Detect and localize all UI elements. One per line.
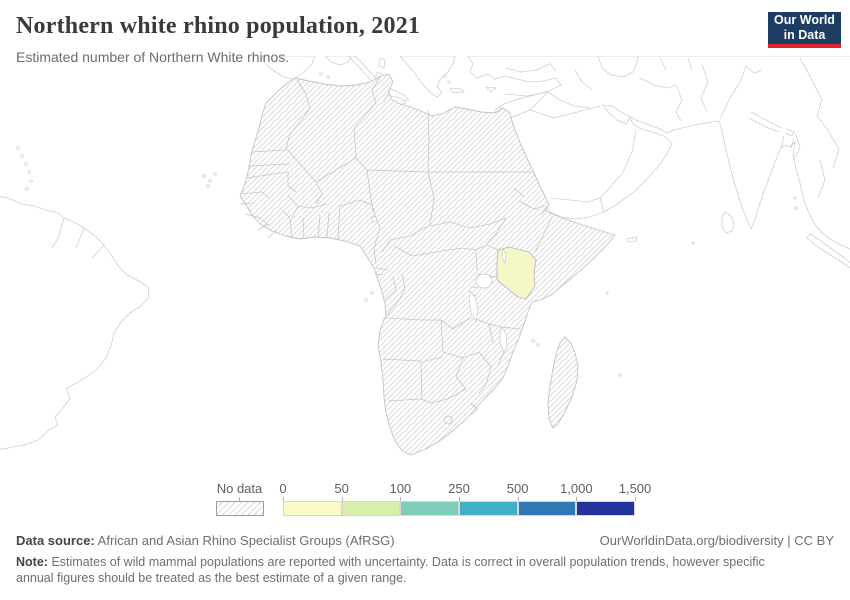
footer-source-row: Data source: African and Asian Rhino Spe… [16,533,834,548]
sri-lanka [721,211,735,234]
legend-tick-mark-1 [341,497,343,501]
legend-bin-5[interactable] [576,501,636,516]
country-kenya[interactable] [496,246,537,300]
other-continents [0,56,850,450]
south-america [0,196,150,450]
legend-bin-4[interactable] [517,501,577,516]
corsica [378,57,386,69]
legend-no-data-swatch[interactable] [216,501,264,516]
footer-note-label: Note: [16,555,48,569]
legend-bin-0[interactable] [283,501,342,516]
africa-no-data [239,73,616,456]
footer-note: Note: Estimates of wild mammal populatio… [16,555,778,586]
socotra [626,236,638,243]
south-america-borders [51,217,105,259]
crete [449,87,465,94]
legend-tick-mark-4 [517,497,519,501]
legend-bin-1[interactable] [341,501,401,516]
page-title: Northern white rhino population, 2021 [16,13,421,39]
legend-no-data-label: No data [216,481,263,496]
legend-tick-mark-5 [576,497,578,501]
owid-logo[interactable]: Our World in Data [768,12,841,48]
france-coast [324,56,353,66]
balkans-greece [399,56,456,98]
legend-tick-mark-2 [400,497,402,501]
legend-tick-label-0: 0 [279,481,287,496]
footer-note-text: Estimates of wild mammal populations are… [16,555,765,585]
legend-bin-3[interactable] [459,501,518,516]
legend-tick-mark-0 [283,497,284,501]
legend-tick-label-6: 1,500 [618,481,652,496]
asia-borders [499,57,840,213]
legend-tick-mark-6 [635,497,636,501]
legend-tick-label-1: 50 [334,481,349,496]
eurasia [467,56,850,250]
iberia [261,56,316,80]
chart-subtitle: Estimated number of Northern White rhino… [16,49,290,65]
data-source-label: Data source: [16,533,95,548]
owid-logo-line2: in Data [783,28,826,42]
legend-bin-2[interactable] [400,501,460,516]
legend-no-data-tick [239,497,240,501]
legend-tick-mark-3 [459,497,460,501]
small-islands [16,72,798,377]
madagascar-no-data [547,336,579,429]
data-source-text: African and Asian Rhino Specialist Group… [97,533,395,548]
legend-color-bar [283,501,636,516]
sumatra [806,233,850,269]
owid-logo-line1: Our World [774,13,835,27]
caspian-sea [597,56,639,78]
lesotho-border [443,415,453,425]
data-source: Data source: African and Asian Rhino Spe… [16,533,395,548]
africa-borders [239,75,553,415]
owid-license-link[interactable]: OurWorldinData.org/biodiversity | CC BY [599,533,834,548]
lakes [371,216,508,354]
legend-tick-label-2: 100 [389,481,412,496]
legend-tick-label-4: 500 [506,481,529,496]
legend-tick-label-3: 250 [448,481,470,496]
legend-tick-label-5: 1,000 [560,481,593,496]
cyprus [485,86,497,93]
